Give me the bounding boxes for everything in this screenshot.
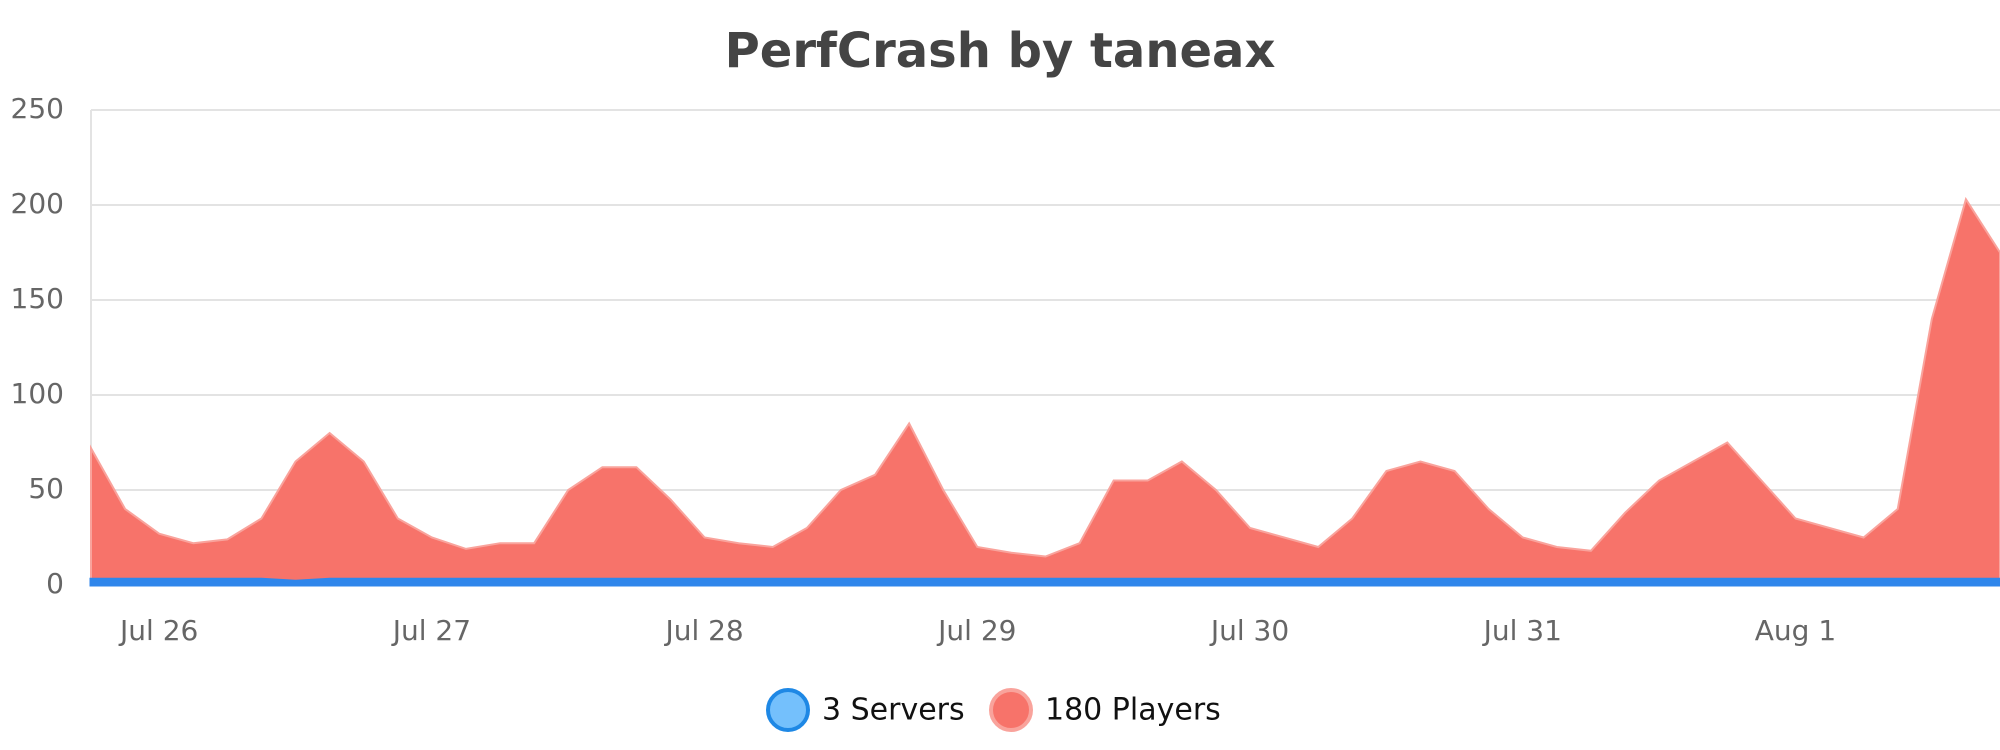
x-tick-label: Jul 31 (1482, 614, 1562, 647)
legend-label: 3 Servers (822, 693, 965, 728)
x-tick-label: Jul 30 (1209, 614, 1289, 647)
y-tick-label: 250 (11, 92, 64, 125)
y-tick-label: 50 (28, 472, 64, 505)
x-tick-label: Jul 26 (118, 614, 198, 647)
x-tick-label: Jul 28 (663, 614, 743, 647)
y-tick-label: 200 (11, 187, 64, 220)
x-tick-label: Jul 29 (936, 614, 1016, 647)
y-tick-label: 150 (11, 282, 64, 315)
chart-title: PerfCrash by taneax (725, 23, 1276, 79)
legend-label: 180 Players (1045, 693, 1221, 728)
y-tick-label: 100 (11, 377, 64, 410)
area (90, 196, 2000, 586)
legend-marker (989, 688, 1033, 732)
x-tick-label: Aug 1 (1755, 614, 1836, 647)
area (89, 577, 2000, 587)
y-tick-label: 0 (46, 567, 64, 600)
legend-marker (766, 688, 810, 732)
x-tick-label: Jul 27 (391, 614, 471, 647)
